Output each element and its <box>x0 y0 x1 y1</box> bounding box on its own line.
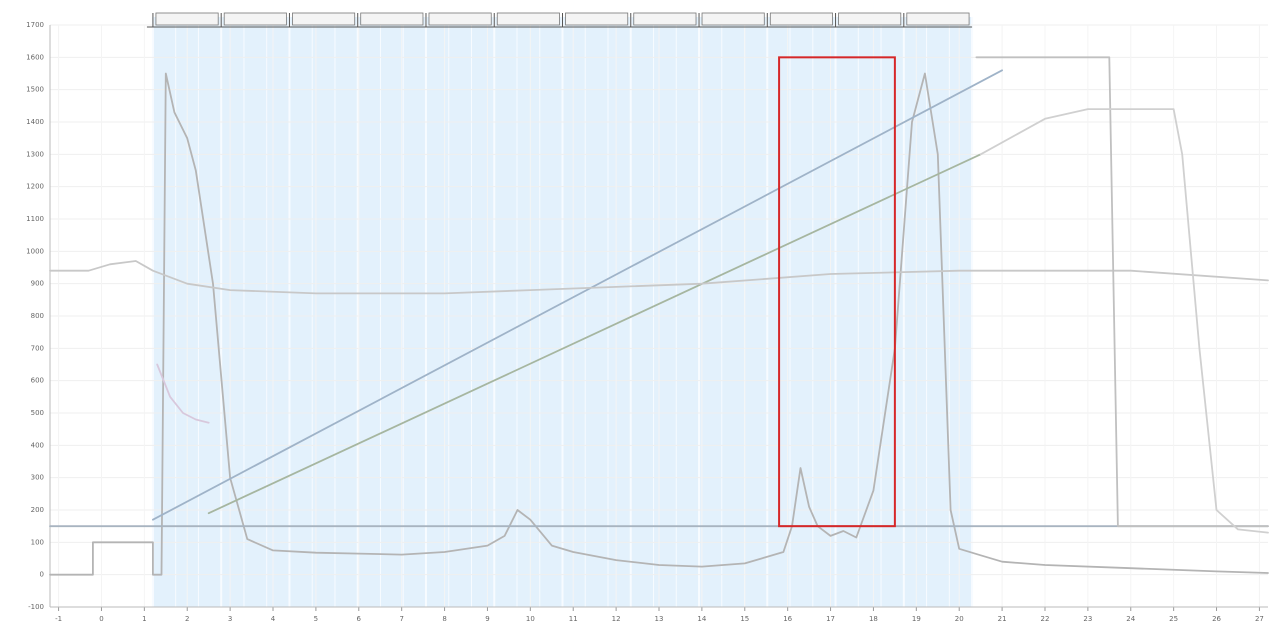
y-tick-label: 1700 <box>26 21 44 29</box>
x-tick-label: 25 <box>1169 615 1178 623</box>
x-tick-label: 21 <box>998 615 1007 623</box>
fraction-label-box <box>701 12 765 26</box>
x-tick-label: 23 <box>1083 615 1092 623</box>
y-tick-label: 500 <box>31 409 44 417</box>
x-tick-label: 3 <box>228 615 232 623</box>
x-tick-label: 12 <box>612 615 621 623</box>
y-tick-label: 1000 <box>26 247 44 255</box>
y-tick-label: 1400 <box>26 118 44 126</box>
grid-layer <box>50 24 1268 608</box>
y-tick-label: 900 <box>31 280 44 288</box>
x-tick-label: 17 <box>826 615 835 623</box>
x-tick-label: 16 <box>783 615 792 623</box>
x-tick-label: 14 <box>697 615 706 623</box>
x-tick-label: 13 <box>655 615 664 623</box>
highlight-box-layer <box>778 56 896 528</box>
fraction-label-box <box>633 12 697 26</box>
series-line-8 <box>156 363 210 424</box>
x-tick-label: 2 <box>185 615 189 623</box>
x-tick-label: 19 <box>912 615 921 623</box>
fraction-label-box <box>155 12 219 26</box>
y-tick-label: 700 <box>31 344 44 352</box>
series-line-3 <box>151 69 1003 521</box>
x-tick-label: 0 <box>99 615 103 623</box>
y-tick-label: 200 <box>31 506 44 514</box>
y-tick-label: 1100 <box>26 215 44 223</box>
x-tick-label: 9 <box>485 615 489 623</box>
fraction-shade-layer <box>151 17 974 607</box>
series-line-5 <box>49 260 1269 295</box>
y-tick-label: 400 <box>31 441 44 449</box>
series-line-1 <box>49 72 1269 576</box>
fraction-label-box <box>292 12 356 26</box>
x-tick-label: 8 <box>442 615 446 623</box>
x-tick-label: 26 <box>1212 615 1221 623</box>
y-tick-label: 1600 <box>26 53 44 61</box>
y-tick-label: 800 <box>31 312 44 320</box>
fraction-label-box <box>360 12 424 26</box>
x-tick-label: 7 <box>399 615 403 623</box>
fraction-label-box <box>496 12 560 26</box>
series-line-6 <box>975 56 1269 528</box>
y-tick-label: 600 <box>31 377 44 385</box>
series-layer <box>49 56 1269 576</box>
fraction-label-box <box>838 12 902 26</box>
y-tick-label: -100 <box>28 603 44 611</box>
fraction-label-box <box>565 12 629 26</box>
fraction-label-box <box>906 12 970 26</box>
fraction-label-box <box>769 12 833 26</box>
axis-layer: -100010020030040050060070080090010001100… <box>26 21 1268 623</box>
x-tick-label: 1 <box>142 615 146 623</box>
series-line-7 <box>979 108 1269 534</box>
x-tick-label: 27 <box>1255 615 1264 623</box>
y-tick-label: 1200 <box>26 183 44 191</box>
y-tick-label: 100 <box>31 538 44 546</box>
x-tick-label: 11 <box>569 615 578 623</box>
y-tick-label: 0 <box>40 571 44 579</box>
x-tick-label: 18 <box>869 615 878 623</box>
x-tick-label: 6 <box>357 615 362 623</box>
series-line-4 <box>207 153 982 515</box>
highlight-box <box>778 56 896 528</box>
y-tick-label: 1300 <box>26 150 44 158</box>
x-tick-label: 4 <box>271 615 276 623</box>
x-tick-label: 22 <box>1041 615 1050 623</box>
fraction-label-box <box>428 12 492 26</box>
x-tick-label: -1 <box>55 615 62 623</box>
fraction-label-layer <box>146 12 973 28</box>
x-tick-label: 20 <box>955 615 964 623</box>
x-tick-label: 5 <box>314 615 318 623</box>
x-tick-label: 15 <box>740 615 749 623</box>
y-tick-label: 1500 <box>26 86 44 94</box>
x-tick-label: 10 <box>526 615 535 623</box>
y-tick-label: 300 <box>31 474 44 482</box>
fraction-label-box <box>223 12 287 26</box>
x-tick-label: 24 <box>1126 615 1135 623</box>
